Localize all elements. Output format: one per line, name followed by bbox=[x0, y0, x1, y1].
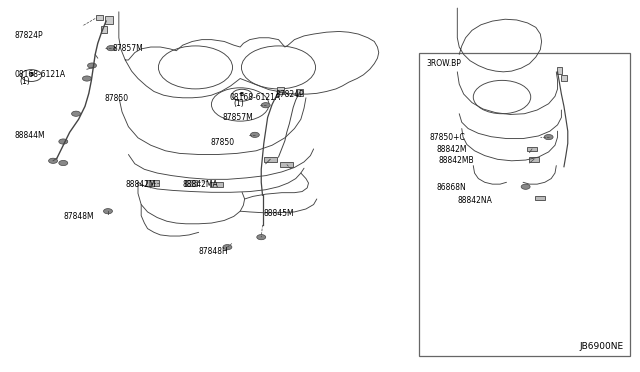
Text: 88842NA: 88842NA bbox=[458, 196, 492, 205]
Polygon shape bbox=[535, 196, 545, 200]
Text: 08168-6121A: 08168-6121A bbox=[15, 70, 66, 79]
Text: 87848M: 87848M bbox=[63, 212, 94, 221]
Circle shape bbox=[49, 158, 58, 163]
Text: 87824P: 87824P bbox=[275, 90, 304, 99]
Circle shape bbox=[250, 132, 259, 137]
Text: (1): (1) bbox=[20, 77, 31, 86]
Text: B: B bbox=[29, 72, 33, 77]
Polygon shape bbox=[557, 67, 563, 74]
Polygon shape bbox=[561, 75, 566, 81]
Circle shape bbox=[88, 63, 97, 68]
Text: 87857M: 87857M bbox=[223, 113, 253, 122]
Text: JB6900NE: JB6900NE bbox=[579, 342, 623, 351]
Polygon shape bbox=[264, 157, 276, 162]
Circle shape bbox=[83, 76, 92, 81]
Circle shape bbox=[223, 244, 232, 250]
Circle shape bbox=[107, 45, 116, 51]
Circle shape bbox=[72, 111, 81, 116]
Polygon shape bbox=[277, 87, 284, 94]
Polygon shape bbox=[280, 162, 293, 167]
Text: 88845M: 88845M bbox=[264, 209, 294, 218]
Text: 87850: 87850 bbox=[104, 94, 128, 103]
Text: 87857M: 87857M bbox=[113, 44, 143, 52]
Text: 88842MB: 88842MB bbox=[438, 156, 474, 165]
Text: 88842MA: 88842MA bbox=[182, 180, 218, 189]
Circle shape bbox=[521, 184, 530, 189]
Text: 87850+C: 87850+C bbox=[430, 133, 465, 142]
Text: 87824P: 87824P bbox=[15, 31, 44, 41]
Circle shape bbox=[104, 209, 113, 214]
Polygon shape bbox=[210, 182, 223, 187]
Text: 08168-6121A: 08168-6121A bbox=[229, 93, 280, 102]
Circle shape bbox=[257, 235, 266, 240]
Polygon shape bbox=[296, 89, 303, 96]
Circle shape bbox=[261, 103, 270, 108]
Text: 88842M: 88842M bbox=[125, 180, 156, 189]
Text: 3ROW.BP: 3ROW.BP bbox=[427, 59, 461, 68]
Text: 88842M: 88842M bbox=[436, 145, 467, 154]
Text: B: B bbox=[240, 92, 244, 97]
Polygon shape bbox=[106, 16, 113, 24]
Polygon shape bbox=[184, 180, 197, 186]
Polygon shape bbox=[97, 15, 103, 20]
Polygon shape bbox=[101, 26, 108, 33]
Text: 88844M: 88844M bbox=[15, 131, 45, 141]
Polygon shape bbox=[147, 180, 159, 186]
Bar bbox=[419, 52, 630, 356]
Text: 86868N: 86868N bbox=[436, 183, 466, 192]
Text: 87850: 87850 bbox=[210, 138, 234, 147]
Circle shape bbox=[59, 160, 68, 166]
Circle shape bbox=[59, 139, 68, 144]
Polygon shape bbox=[529, 157, 540, 161]
Text: 87848H: 87848H bbox=[198, 247, 228, 256]
Text: (1): (1) bbox=[234, 99, 244, 108]
Circle shape bbox=[544, 135, 553, 140]
Polygon shape bbox=[527, 147, 538, 151]
